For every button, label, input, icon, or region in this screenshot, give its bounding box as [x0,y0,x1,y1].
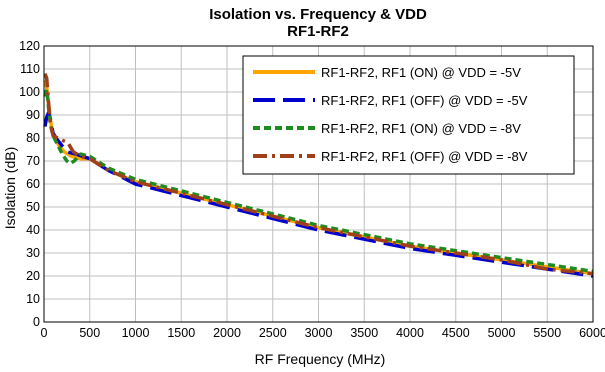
legend-label-4: RF1-RF2, RF1 (OFF) @ VDD = -8V [321,149,528,164]
x-tick-label: 1500 [167,326,195,340]
x-tick-label: 5000 [488,326,516,340]
y-tick-label: 100 [19,85,40,99]
legend-label-1: RF1-RF2, RF1 (ON) @ VDD = -5V [321,65,521,80]
legend: RF1-RF2, RF1 (ON) @ VDD = -5V RF1-RF2, RF… [242,55,575,175]
series-lines [43,72,594,278]
series-line-4 [43,72,594,276]
x-axis-label: RF Frequency (MHz) [255,351,386,367]
legend-label-3: RF1-RF2, RF1 (ON) @ VDD = -8V [321,121,521,136]
x-tick-label: 3500 [350,326,378,340]
y-tick-label: 70 [26,154,40,168]
y-tick-label: 90 [26,108,40,122]
x-tick-label: 4500 [442,326,470,340]
tick-labels: 0 500 1000 1500 2000 2500 3000 3500 4000 4500 5000… [19,39,605,340]
legend-box [242,55,575,175]
y-tick-label: 110 [20,62,40,76]
y-tick-label: 80 [26,131,40,145]
x-tick-label: 2500 [259,326,287,340]
x-tick-label: 6000 [579,326,605,340]
y-tick-label: 20 [26,269,40,283]
x-tick-label: 1000 [122,326,150,340]
x-tick-label: 3000 [305,326,333,340]
y-tick-label: 10 [26,292,40,306]
y-axis-label: Isolation (dB) [2,147,18,229]
y-tick-label: 50 [26,200,40,214]
y-tick-label: 30 [26,246,40,260]
y-tick-label: 120 [19,39,40,53]
chart-subtitle: RF1-RF2 [287,23,349,40]
x-tick-label: 5500 [533,326,561,340]
y-tick-label: 60 [26,177,40,191]
chart-title: Isolation vs. Frequency & VDD [209,6,427,23]
y-tick-label: 40 [26,223,40,237]
x-tick-label: 500 [79,326,100,340]
legend-label-2: RF1-RF2, RF1 (OFF) @ VDD = -5V [321,93,528,108]
y-tick-label: 0 [33,315,40,329]
x-tick-label: 4000 [396,326,424,340]
x-tick-label: 2000 [213,326,241,340]
plot-area-frame [43,45,594,323]
x-tick-label: 0 [41,326,48,340]
